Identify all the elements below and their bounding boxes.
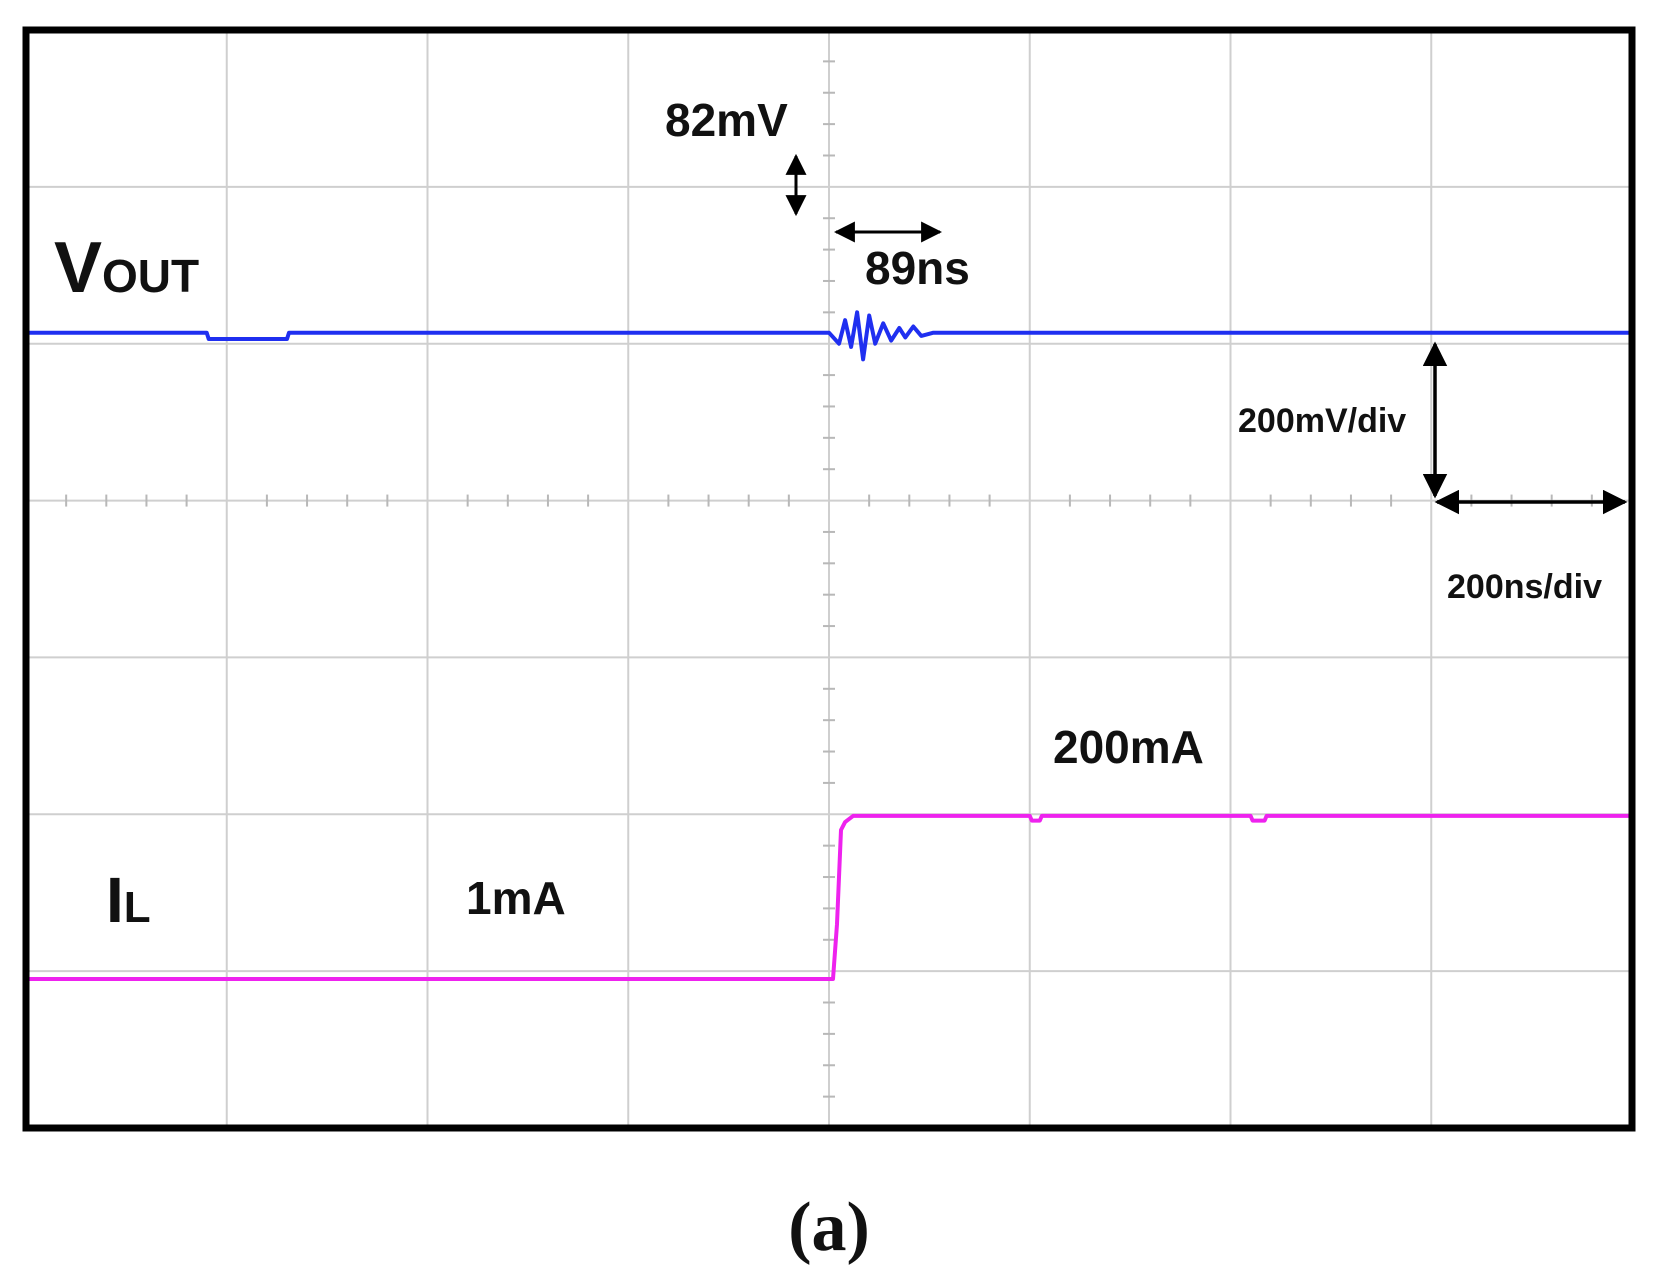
il-high-label: 200mA	[1053, 721, 1204, 773]
plot-frame	[22, 26, 1636, 1132]
il-waveform	[26, 813, 1632, 981]
graticule	[26, 30, 1632, 1128]
il-label: IL	[106, 864, 151, 936]
settling-label: 89ns	[865, 242, 970, 294]
t-scale-label: 200ns/div	[1447, 568, 1602, 606]
il-low-label: 1mA	[466, 872, 566, 924]
vout-label: VOUT	[54, 228, 199, 308]
vout-waveform	[26, 310, 1632, 362]
v-scale-label: 200mV/div	[1238, 402, 1406, 440]
figure-caption: (a)	[788, 1189, 870, 1266]
overshoot-label: 82mV	[665, 94, 788, 146]
